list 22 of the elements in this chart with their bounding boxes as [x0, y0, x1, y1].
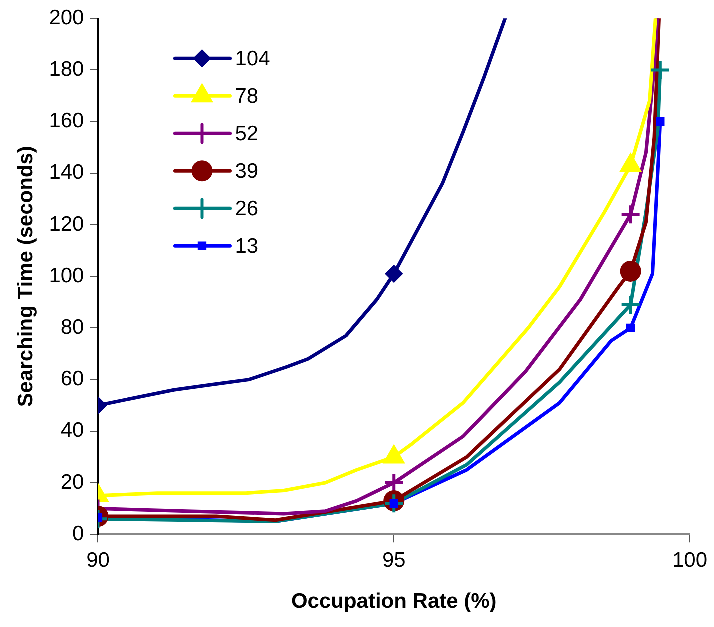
legend-label: 78	[235, 84, 259, 108]
y-tick-label: 80	[60, 316, 84, 339]
y-tick-label: 40	[60, 419, 84, 442]
legend-label: 39	[235, 160, 259, 183]
y-tick-label: 180	[49, 58, 84, 81]
y-axis-title: Searching Time (seconds)	[14, 146, 38, 408]
y-tick-label: 160	[49, 110, 84, 133]
y-tick-label: 20	[60, 470, 84, 494]
legend-label: 52	[235, 122, 259, 146]
legend-label: 13	[235, 234, 259, 258]
y-tick-label: 200	[49, 6, 84, 30]
y-tick-label: 60	[60, 368, 84, 391]
x-tick-label: 100	[672, 548, 708, 572]
y-tick-label: 140	[49, 161, 84, 184]
legend-label: 104	[235, 47, 271, 70]
y-tick-label: 120	[49, 212, 84, 236]
y-tick-label: 0	[72, 522, 84, 546]
y-tick-label: 100	[49, 264, 84, 288]
legend-label: 26	[235, 197, 259, 220]
x-tick-label: 90	[86, 548, 110, 572]
x-tick-label: 95	[382, 548, 406, 572]
x-axis-title: Occupation Rate (%)	[291, 590, 497, 614]
